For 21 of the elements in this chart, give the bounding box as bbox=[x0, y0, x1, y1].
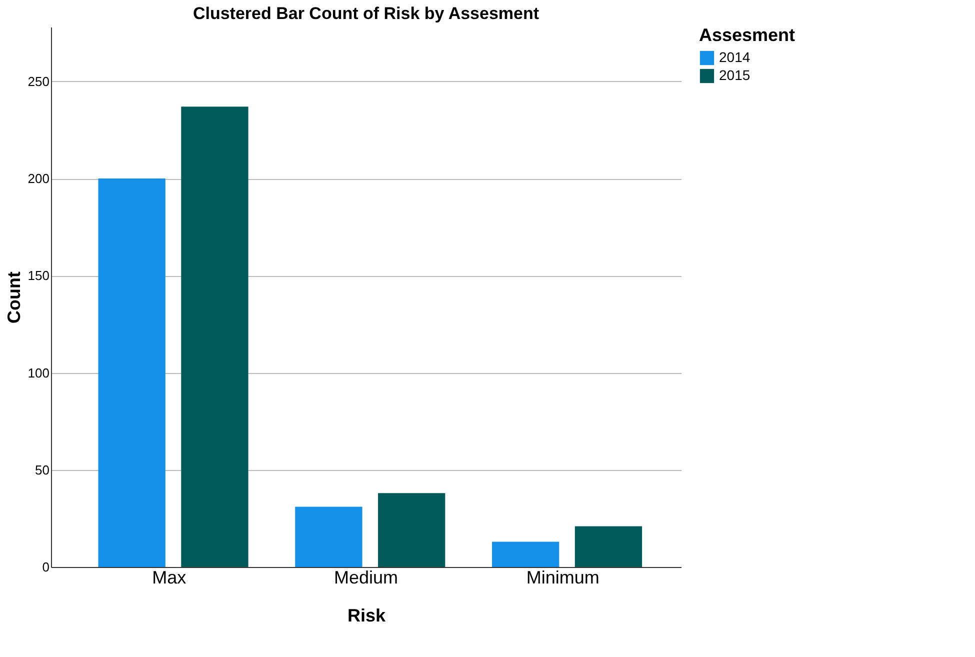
bar bbox=[295, 506, 362, 567]
bar bbox=[378, 493, 446, 567]
y-tick-label: 100 bbox=[28, 365, 50, 380]
legend-title: Assesment bbox=[699, 25, 796, 45]
x-tick-label: Max bbox=[152, 568, 186, 588]
y-tick-label: 250 bbox=[28, 74, 50, 89]
bar bbox=[98, 178, 166, 567]
x-axis-title: Risk bbox=[347, 606, 386, 626]
bar bbox=[574, 526, 642, 567]
y-tick-label: 150 bbox=[28, 268, 50, 284]
y-axis-title: Count bbox=[4, 272, 24, 324]
bar bbox=[181, 106, 248, 567]
y-tick-label: 0 bbox=[42, 560, 50, 574]
x-tick-label: Medium bbox=[334, 568, 398, 588]
y-tick-label: 50 bbox=[35, 462, 50, 478]
bar bbox=[492, 542, 560, 567]
chart-title: Clustered Bar Count of Risk by Assesment bbox=[192, 4, 540, 23]
legend-label: 2014 bbox=[719, 49, 750, 65]
x-tick-label: Minimum bbox=[526, 568, 600, 588]
legend-label: 2015 bbox=[719, 67, 750, 83]
y-tick-label: 200 bbox=[28, 171, 50, 186]
